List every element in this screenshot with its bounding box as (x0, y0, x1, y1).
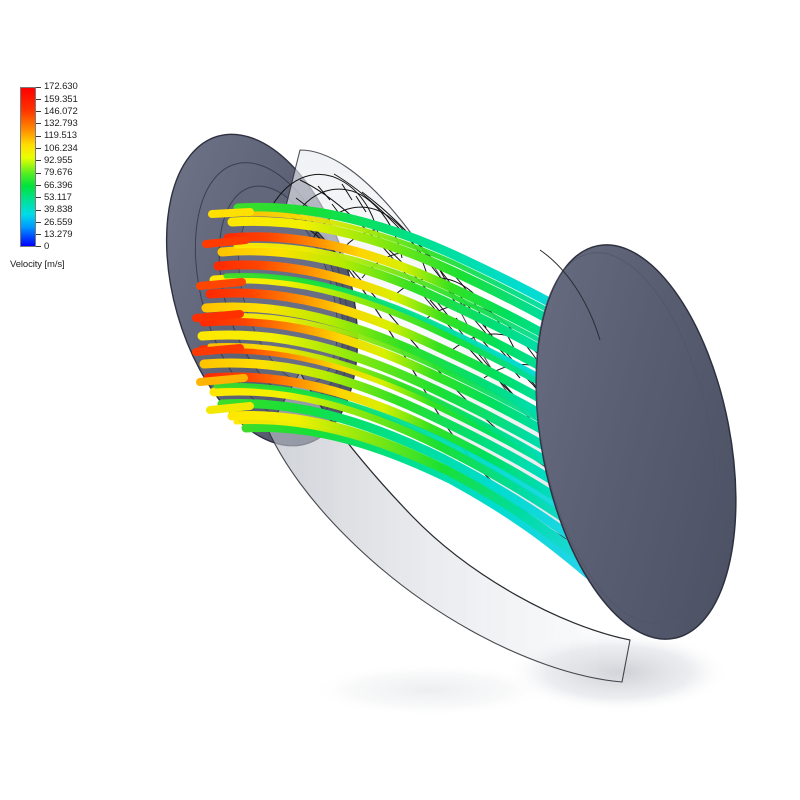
legend-tick: 26.559 (36, 216, 73, 228)
tick-mark-icon (36, 135, 41, 137)
outlet-rim (539, 249, 601, 341)
legend-tick: 0 (36, 241, 49, 253)
tick-label: 106.234 (44, 142, 78, 154)
tick-label: 66.396 (44, 179, 73, 191)
tick-label: 159.351 (44, 93, 78, 105)
tick-label: 26.559 (44, 216, 73, 228)
color-bar (20, 87, 36, 247)
tick-mark-icon (36, 246, 41, 248)
tick-label: 0 (44, 241, 50, 253)
legend-tick: 106.234 (36, 143, 78, 155)
tick-mark-icon (36, 221, 41, 223)
tick-label: 132.793 (44, 118, 78, 130)
tick-mark-icon (36, 184, 41, 186)
tick-mark-icon (36, 86, 41, 88)
tick-mark-icon (36, 111, 41, 113)
legend-tick: 66.396 (36, 179, 73, 191)
tick-label: 13.279 (44, 228, 73, 240)
legend-tick: 159.351 (36, 93, 78, 105)
outlet-disc[interactable] (506, 228, 767, 657)
legend-tick: 13.279 (36, 228, 73, 241)
legend-tick: 39.838 (36, 204, 73, 216)
tick-label: 39.838 (44, 204, 73, 216)
legend-title: Velocity [m/s] (10, 259, 65, 270)
legend-tick: 172.630 (36, 81, 78, 93)
tick-label: 79.676 (44, 167, 73, 179)
tick-mark-icon (36, 160, 41, 162)
tick-mark-icon (36, 209, 41, 211)
tick-mark-icon (36, 123, 41, 125)
tick-mark-icon (36, 98, 41, 100)
legend-tick: 146.072 (36, 106, 78, 118)
tick-mark-icon (36, 148, 41, 149)
tick-label: 119.513 (44, 130, 77, 142)
tick-mark-icon (36, 234, 41, 236)
tick-label: 53.117 (44, 191, 72, 203)
legend-tick: 119.513 (36, 130, 77, 142)
legend-tick: 53.117 (36, 192, 72, 204)
tick-label: 146.072 (44, 105, 78, 117)
color-bar-gradient (20, 87, 36, 247)
legend-tick: 92.955 (36, 155, 73, 167)
color-bar-tick-list: 172.630 159.351 146.072 132.793 119.513 … (36, 81, 108, 253)
tick-label: 92.955 (44, 155, 73, 167)
velocity-color-legend: 172.630 159.351 146.072 132.793 119.513 … (0, 75, 110, 285)
tick-mark-icon (36, 197, 41, 199)
legend-tick: 79.676 (36, 167, 73, 179)
tick-mark-icon (36, 172, 41, 174)
legend-tick: 132.793 (36, 118, 78, 130)
tick-label: 172.630 (44, 81, 78, 93)
